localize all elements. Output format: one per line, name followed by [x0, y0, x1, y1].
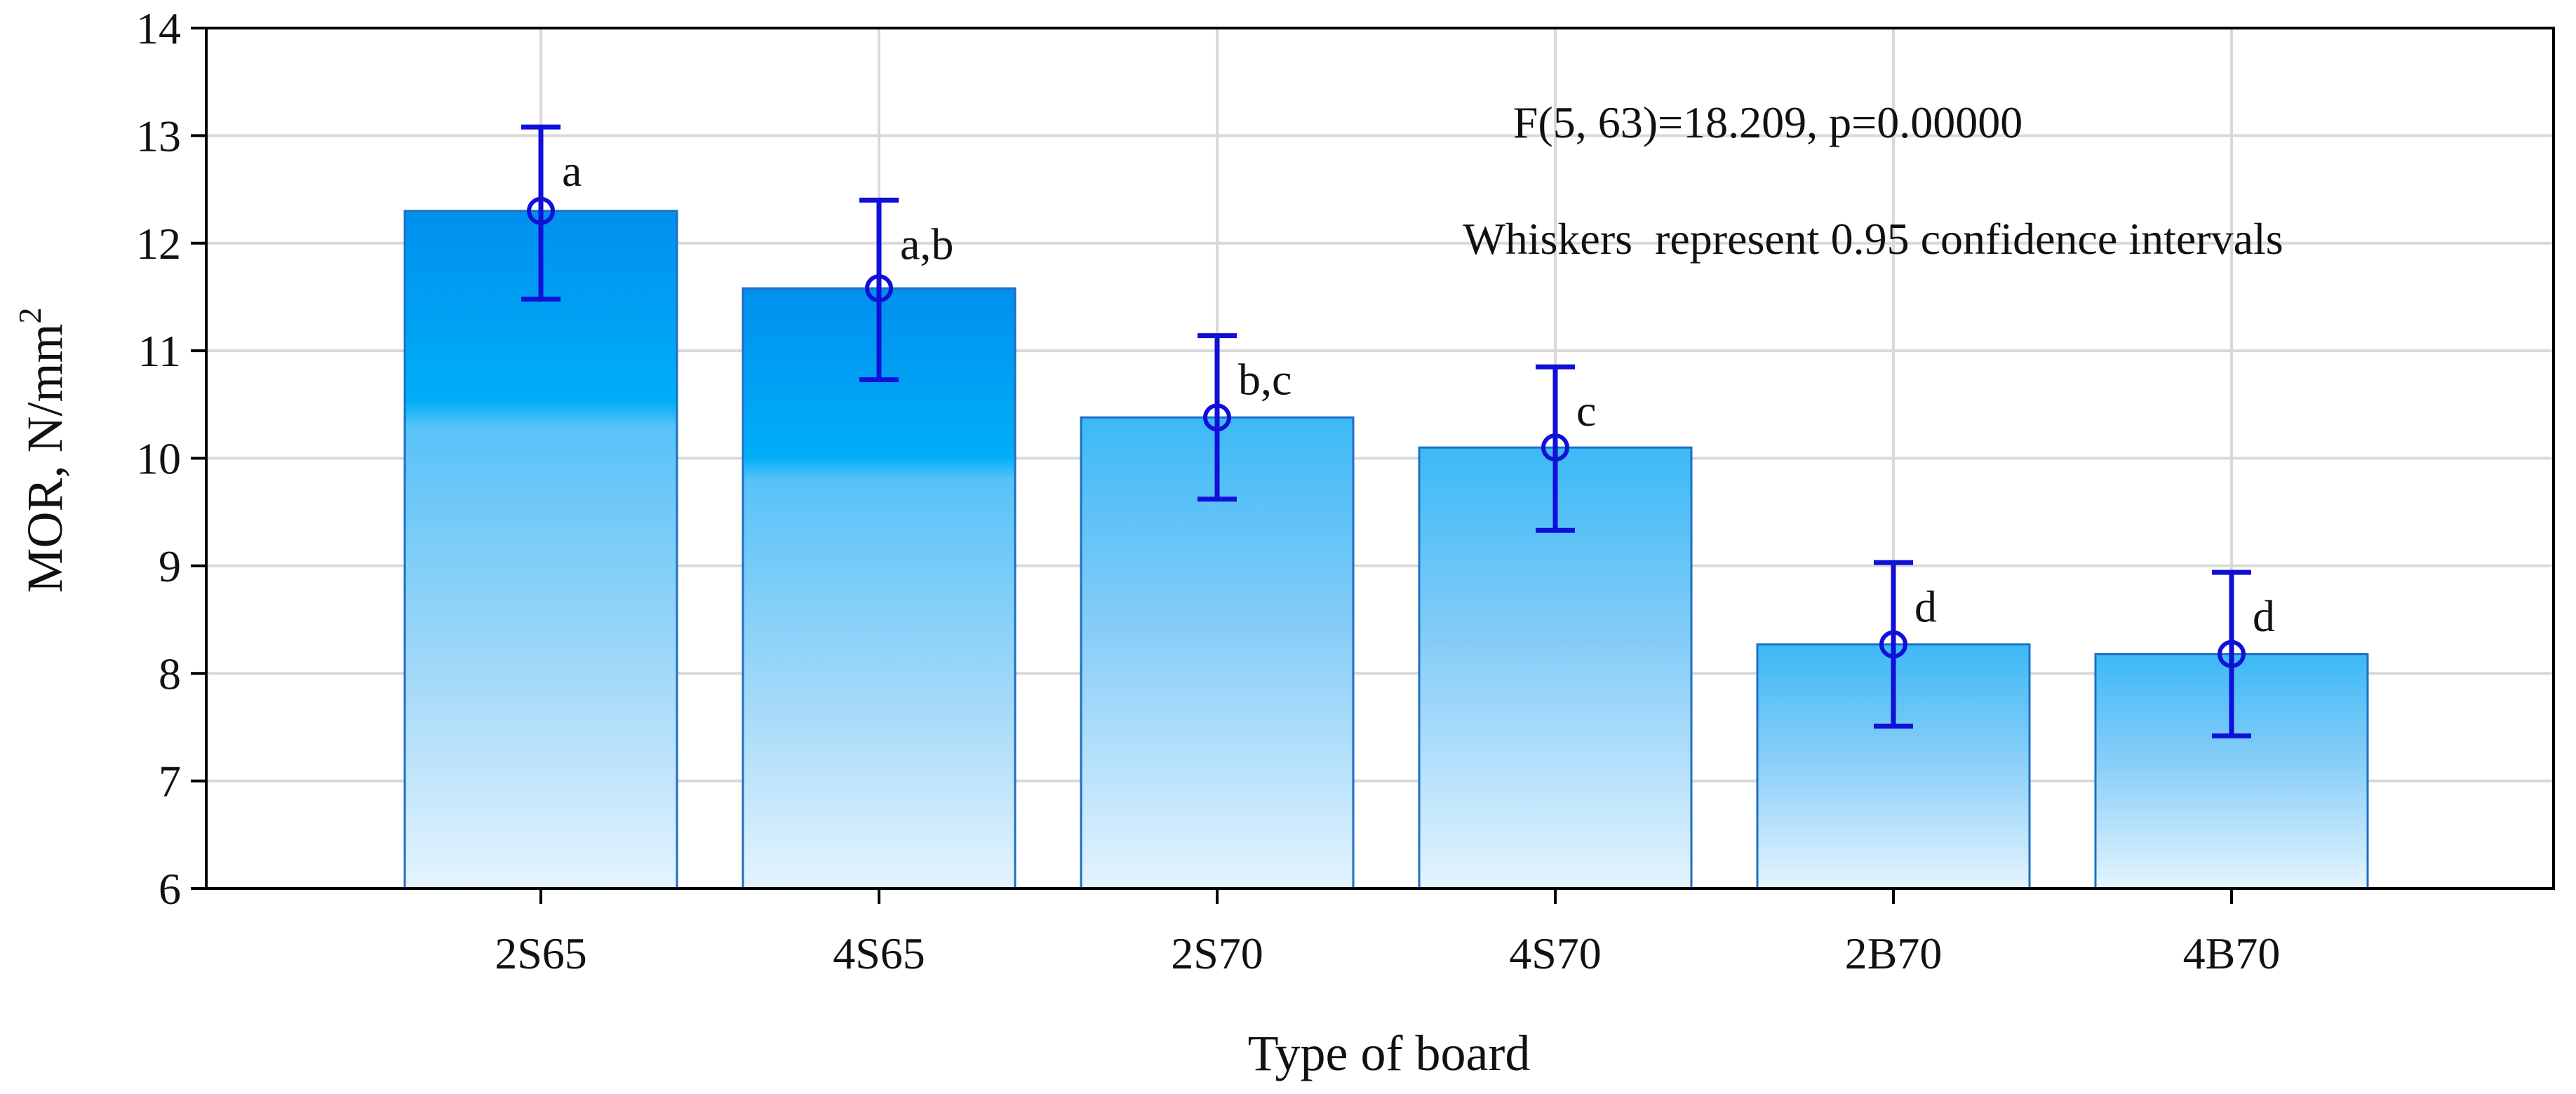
mean-marker [2218, 640, 2246, 668]
y-tick-label: 8 [159, 649, 181, 698]
y-tick-label: 6 [159, 864, 181, 914]
y-axis-title: MOR, N/mm2 [12, 307, 73, 593]
mean-marker [1541, 433, 1569, 462]
mean-marker [1203, 403, 1231, 432]
y-tick-label: 11 [137, 326, 181, 376]
x-tick-label: 2S70 [1171, 928, 1263, 978]
whiskers-layer [521, 124, 2251, 738]
y-tick-label: 9 [159, 541, 181, 591]
bar-2s65 [403, 210, 678, 890]
group-label: b,c [1238, 355, 1292, 405]
bars-layer [403, 210, 2369, 890]
group-label: d [2253, 591, 2275, 641]
x-tick-label: 2B70 [1845, 928, 1943, 978]
y-axis-title-superscript: 2 [12, 307, 48, 323]
labels-layer: a a,b b,c c d d [562, 146, 2275, 641]
mean-marker [527, 196, 555, 225]
y-tick-label: 13 [136, 111, 181, 161]
f-statistic-annotation: F(5, 63)=18.209, p=0.00000 [1513, 97, 2022, 147]
mean-marker [865, 274, 893, 303]
y-tick-label: 10 [136, 434, 181, 484]
y-tick-label: 7 [159, 757, 181, 806]
group-label: d [1914, 581, 1937, 631]
y-tick-label: 14 [136, 4, 181, 53]
x-tick-label: 4B70 [2183, 928, 2281, 978]
axis-layer: 6 7 8 9 10 11 12 13 14 2S65 4S65 2S70 4S70 2B70 4B70 [136, 4, 2280, 978]
x-tick-label: 2S65 [495, 928, 587, 978]
y-axis-title-text: MOR, N/mm [17, 323, 73, 593]
x-tick-label: 4S65 [833, 928, 925, 978]
group-label: a [562, 146, 582, 196]
x-tick-label: 4S70 [1509, 928, 1602, 978]
group-label: c [1576, 386, 1596, 435]
x-axis-title: Type of board [1248, 1025, 1531, 1081]
y-tick-label: 12 [136, 219, 181, 269]
whiskers-note-annotation: Whiskers represent 0.95 confidence inter… [1463, 214, 2283, 264]
group-label: a,b [900, 219, 953, 269]
bar-4s65 [742, 287, 1017, 890]
mean-marker [1879, 630, 1907, 659]
